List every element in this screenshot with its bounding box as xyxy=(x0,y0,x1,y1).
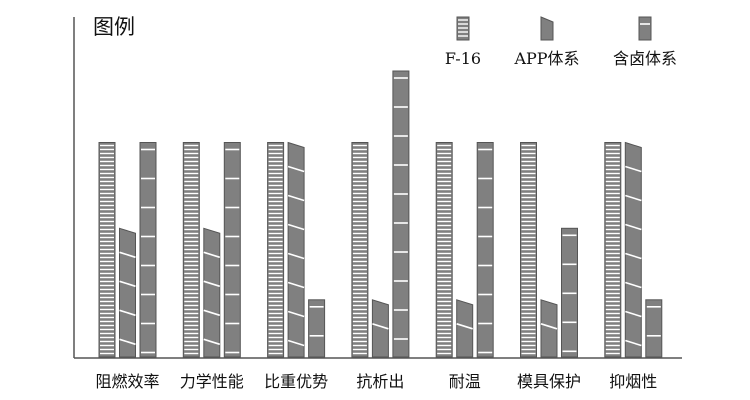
bar-divider xyxy=(625,281,642,289)
bar-outline xyxy=(392,70,410,358)
category-label: 阻燃效率 xyxy=(95,372,159,391)
bar-halogen xyxy=(561,227,578,358)
bar-f16 xyxy=(520,142,537,358)
bar-outline xyxy=(287,141,305,358)
bar-outline xyxy=(624,141,642,358)
chart-axes xyxy=(73,17,682,359)
bar-app xyxy=(287,141,305,358)
bar-halogen xyxy=(139,142,157,358)
bar-divider xyxy=(456,323,473,330)
bar-divider xyxy=(625,223,642,231)
bar-f16 xyxy=(351,142,369,358)
category-label: 力学性能 xyxy=(180,372,244,391)
bar-halogen xyxy=(476,142,494,358)
legend-label: F-16 xyxy=(445,49,481,68)
bar-outline xyxy=(638,16,652,41)
legend-icon-app xyxy=(540,16,554,41)
bar-divider xyxy=(287,165,305,173)
bar-outline xyxy=(540,16,554,41)
category-labels: 阻燃效率 力学性能 比重优势 抗析出 耐温 模具保护 抑烟性 xyxy=(95,372,657,391)
bar-halogen xyxy=(645,299,663,358)
bar-divider xyxy=(287,339,305,347)
legend-label: 含卤体系 xyxy=(613,49,677,68)
bar-divider xyxy=(203,338,221,346)
bar-divider xyxy=(625,339,642,347)
bar-f16 xyxy=(435,142,453,358)
bar-divider xyxy=(119,251,136,259)
bar-f16 xyxy=(267,142,285,358)
bar-outline xyxy=(119,227,136,358)
bar-divider xyxy=(625,165,642,173)
bar-app xyxy=(119,227,136,358)
bar-divider xyxy=(372,323,389,330)
bar-divider xyxy=(625,310,642,318)
category-label: 抗析出 xyxy=(356,372,404,391)
bar-app xyxy=(456,299,474,358)
bar-divider xyxy=(119,338,136,346)
bar-f16 xyxy=(182,142,200,358)
legend-label: APP体系 xyxy=(513,49,579,68)
bar-divider xyxy=(287,252,305,260)
bar-divider xyxy=(540,323,558,330)
legend-title: 图例 xyxy=(93,15,135,39)
category-label: 模具保护 xyxy=(517,372,581,391)
bar-outline xyxy=(203,227,221,358)
bar-halogen xyxy=(308,299,326,358)
bar-divider xyxy=(625,252,642,260)
bar-app xyxy=(203,227,221,358)
bar-app xyxy=(540,299,558,358)
category-label: 比重优势 xyxy=(264,372,328,391)
bar-divider xyxy=(625,194,642,202)
bar-outline xyxy=(371,299,389,358)
legend-icon-halogen xyxy=(638,16,652,41)
category-label: 耐温 xyxy=(449,372,481,391)
bar-halogen xyxy=(223,142,241,358)
bar-outline xyxy=(540,299,558,358)
bar-divider xyxy=(203,251,221,259)
bar-divider xyxy=(287,281,305,289)
bar-divider xyxy=(203,280,221,288)
bar-divider xyxy=(119,309,136,317)
bar-app xyxy=(624,141,642,358)
legend-icon-f16 xyxy=(456,16,470,41)
bar-outline xyxy=(645,299,663,358)
bar-divider xyxy=(287,223,305,231)
bar-f16 xyxy=(604,142,622,358)
bar-outline xyxy=(139,142,157,358)
bar-divider xyxy=(203,309,221,317)
bar-divider xyxy=(287,194,305,202)
bar-divider xyxy=(287,310,305,318)
chart-bars xyxy=(98,70,663,358)
bar-f16 xyxy=(98,142,116,358)
bar-app xyxy=(371,299,389,358)
category-label: 抑烟性 xyxy=(609,372,657,391)
bar-outline xyxy=(456,299,474,358)
bar-outline xyxy=(223,142,241,358)
bar-divider xyxy=(119,280,136,288)
bar-halogen xyxy=(392,70,410,358)
bar-outline xyxy=(308,299,326,358)
chart-legend: 图例 F-16 APP体系 含卤体系 xyxy=(93,15,677,68)
bar-outline xyxy=(476,142,494,358)
